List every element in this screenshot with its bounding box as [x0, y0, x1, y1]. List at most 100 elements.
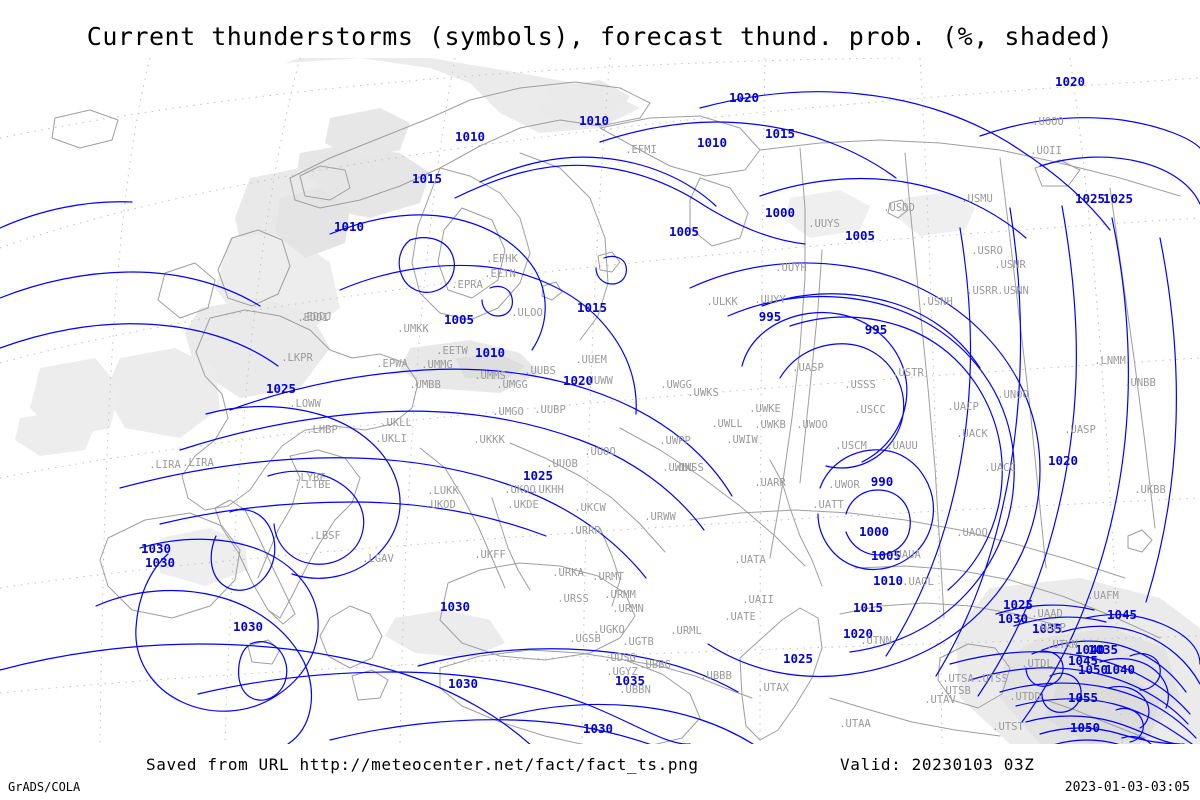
station-label: .UOII	[1030, 145, 1062, 157]
station-label: .LBSF	[309, 530, 341, 542]
thunderstorm-probability-shading	[15, 58, 1200, 744]
station-label: .URWW	[644, 511, 676, 523]
isobar-label: 1005	[669, 224, 699, 239]
station-label: .UWKB	[754, 419, 786, 431]
isobar-label: 1045	[1107, 607, 1137, 622]
station-label: .LIRA	[149, 459, 181, 471]
station-label: .UAII	[742, 594, 774, 606]
station-label: .UAAD	[1031, 608, 1063, 620]
isobar-label: 1040	[1075, 642, 1105, 657]
station-label: .UOOO	[1032, 116, 1064, 128]
render-timestamp: 2023-01-03-03:05	[1064, 780, 1190, 795]
station-label: .UNOO	[997, 389, 1029, 401]
station-label: .UKFF	[474, 549, 506, 561]
isobar-label: 1045	[1068, 653, 1098, 668]
station-label: .ULKK	[706, 296, 738, 308]
station-label: .UGTB	[622, 636, 654, 648]
station-label: .LGAV	[362, 553, 394, 565]
isobar-label: 1015	[412, 171, 442, 186]
station-label: .UUBS	[524, 365, 556, 377]
station-label: .UATT	[812, 499, 844, 511]
station-label: .USTR	[892, 367, 924, 379]
isobar-label: 1030	[583, 721, 613, 736]
station-label: .UGSB	[569, 633, 601, 645]
station-label: .UACP	[947, 401, 979, 413]
station-label: .UASP	[1064, 424, 1096, 436]
isobar-label: 1030	[448, 676, 478, 691]
isobar-label: 1025	[523, 468, 553, 483]
station-label: .UATA	[734, 554, 766, 566]
station-label: .UUYY	[754, 294, 786, 306]
isobar-label: 1025	[1075, 191, 1105, 206]
isobar-label: 1020	[1055, 74, 1085, 89]
station-label: .UUEM	[575, 354, 607, 366]
isobar-label: 1015	[853, 600, 883, 615]
isobar-label: 1005	[845, 228, 875, 243]
station-label: .UUOO	[584, 446, 616, 458]
station-label: .UUOB	[546, 458, 578, 470]
graticule	[0, 58, 1200, 744]
footer-bar: Saved from URL http://meteocenter.net/fa…	[0, 744, 1200, 800]
isobar-label: 1035	[615, 673, 645, 688]
station-label: .LKPR	[281, 352, 313, 364]
isobar-label: 1010	[334, 219, 364, 234]
station-label: .UWUU	[662, 462, 694, 474]
station-label: .EPWA	[376, 358, 408, 370]
station-label: .UKLL	[380, 417, 412, 429]
station-label: .UMMS	[474, 370, 506, 382]
valid-time-label: Valid: 20230103 03Z	[840, 755, 1035, 774]
station-label: .EETW	[436, 345, 468, 357]
station-label: .UBBB	[700, 670, 732, 682]
station-label: .UKOO	[504, 484, 536, 496]
station-label: .UASP	[792, 362, 824, 374]
isobar-label: 1030	[145, 555, 175, 570]
isobar-label: 1000	[765, 205, 795, 220]
station-label: .USNH	[921, 296, 953, 308]
station-label: .UTDD	[1009, 691, 1041, 703]
station-label: .EFMI	[625, 144, 657, 156]
station-label: .UTSB	[939, 685, 971, 697]
station-label: .UGYZ	[606, 666, 638, 678]
isobar-contours	[0, 91, 1200, 744]
station-label: .UMBB	[409, 379, 441, 391]
station-label: .UWOO	[796, 419, 828, 431]
station-label: .UDSG	[604, 652, 636, 664]
station-label: .UATE	[724, 611, 756, 623]
station-label: .UTSS	[976, 673, 1008, 685]
station-label: .UWIW	[726, 434, 758, 446]
station-label: .UARR	[754, 477, 786, 489]
station-label: .UUYH	[775, 262, 807, 274]
map-canvas[interactable]: 1010 1010 1010 1015 1015 1020 1020 1010 1000 1005…	[0, 58, 1200, 744]
isobar-label: 1040	[1105, 662, 1135, 677]
isobar-label: 1035	[1032, 621, 1062, 636]
station-label: .UTKN	[1046, 639, 1078, 651]
isobar-label: 995	[865, 322, 888, 337]
station-label: .UAUA	[889, 549, 921, 561]
station-label: .URMN	[612, 603, 644, 615]
station-label: .USMU	[961, 193, 993, 205]
isobar-label: 1025	[1103, 191, 1133, 206]
station-label: .USDD	[883, 202, 915, 214]
station-label: .LTBE	[299, 479, 331, 491]
isobar-label: 1050	[1070, 720, 1100, 735]
station-label: .UTAX	[757, 682, 789, 694]
station-label: .LUKK	[427, 485, 459, 497]
station-label: .UAFM	[1087, 590, 1119, 602]
isobar-label: 1050	[1078, 662, 1108, 677]
isobar-label: 1025	[783, 651, 813, 666]
station-label: .UKLI	[375, 433, 407, 445]
isobar-label: 1020	[729, 90, 759, 105]
station-label: .URML	[670, 625, 702, 637]
station-label: .USCM	[835, 440, 867, 452]
station-label: .UBBG	[639, 659, 671, 671]
station-label: .UWOR	[828, 479, 860, 491]
station-label: .UAOL	[902, 576, 934, 588]
station-label: .EFHK	[486, 253, 518, 265]
station-label: .USRO	[971, 245, 1003, 257]
isobar-label: 1010	[455, 129, 485, 144]
isobar-label: 995	[759, 309, 782, 324]
station-label: .UKOD	[424, 499, 456, 511]
station-label: .UKCW	[574, 502, 606, 514]
station-label: .USNN	[997, 285, 1029, 297]
station-label: .UTAV	[924, 694, 956, 706]
